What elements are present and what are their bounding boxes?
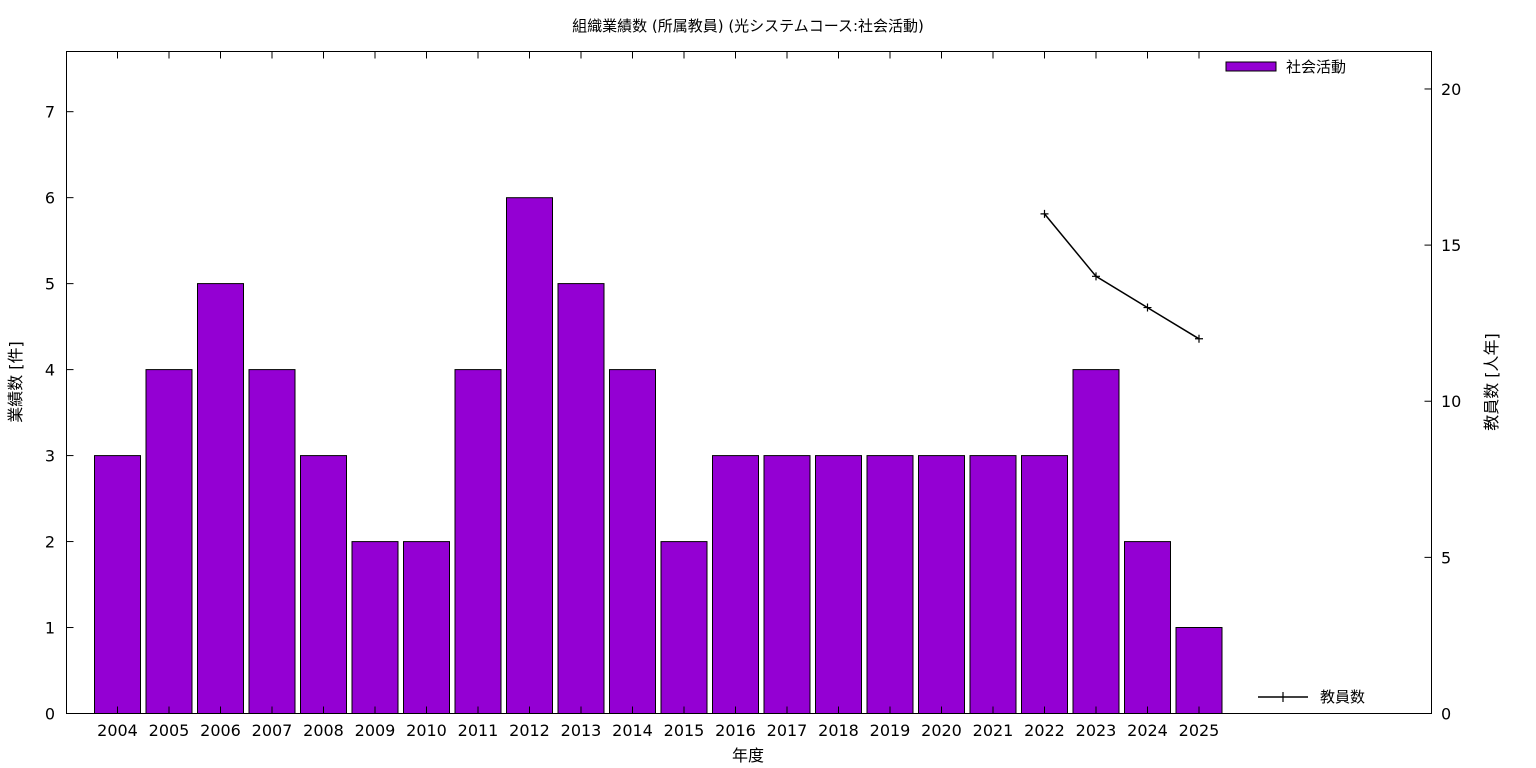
bar-2006 xyxy=(197,283,244,714)
x-tick-label: 2011 xyxy=(458,721,499,740)
y-axis-label: 業績数 [件] xyxy=(6,341,25,423)
y-axis-right: 0 5 10 15 20 xyxy=(1424,80,1461,724)
y-axis-left: 0 1 2 3 4 5 6 7 xyxy=(45,103,74,724)
x-tick-label: 2016 xyxy=(715,721,756,740)
y-tick-label: 5 xyxy=(45,275,55,294)
x-tick-label: 2007 xyxy=(252,721,293,740)
line-path xyxy=(1043,213,1200,340)
bar-2004 xyxy=(94,455,141,714)
bar-2008 xyxy=(300,455,347,714)
bar-2020 xyxy=(918,455,965,714)
y-tick-label: 4 xyxy=(45,361,55,380)
bar-2019 xyxy=(866,455,914,714)
x-tick-label: 2010 xyxy=(406,721,447,740)
line-point xyxy=(1092,272,1100,281)
bar-2023 xyxy=(1072,369,1120,714)
x-tick-label: 2022 xyxy=(1024,721,1065,740)
y-tick-label: 0 xyxy=(45,705,55,724)
bar-2014 xyxy=(609,369,656,714)
legend-bar-swatch xyxy=(1225,61,1277,72)
legend-line-label: 教員数 xyxy=(1320,688,1365,706)
bar-2005 xyxy=(145,369,193,714)
line-point xyxy=(1040,209,1049,218)
y-tick-label: 6 xyxy=(45,189,55,208)
plot-frame xyxy=(66,51,1432,714)
y2-tick-label: 10 xyxy=(1441,392,1461,411)
x-tick-label: 2014 xyxy=(612,721,653,740)
x-tick-label: 2015 xyxy=(664,721,705,740)
x-tick-label: 2006 xyxy=(200,721,241,740)
bar-2021 xyxy=(969,455,1017,714)
plot-area xyxy=(66,51,1432,714)
y-tick-label: 2 xyxy=(45,533,55,552)
bar-2025 xyxy=(1175,627,1223,714)
x-tick-label: 2013 xyxy=(561,721,602,740)
bar-series xyxy=(94,197,1223,714)
x-tick-label: 2021 xyxy=(973,721,1014,740)
bar-2016 xyxy=(712,455,759,714)
legend-line: 教員数 xyxy=(1258,688,1365,706)
bar-2007 xyxy=(248,369,296,714)
legend-bar-label: 社会活動 xyxy=(1286,58,1346,76)
bar-2024 xyxy=(1124,541,1171,714)
x-tick-label: 2018 xyxy=(818,721,859,740)
line-series xyxy=(1040,209,1203,343)
y2-tick-label: 0 xyxy=(1441,705,1451,724)
bar-2011 xyxy=(454,369,502,714)
x-tick-label: 2020 xyxy=(921,721,962,740)
x-tick-label: 2008 xyxy=(303,721,344,740)
bar-2010 xyxy=(403,541,450,714)
x-tick-label: 2012 xyxy=(509,721,550,740)
x-axis: 2004 2005 2006 2007 2008 2009 2010 2011 2012 2013… xyxy=(97,51,1220,740)
line-point xyxy=(1143,303,1152,312)
line-point xyxy=(1195,334,1203,343)
y2-tick-label: 5 xyxy=(1441,548,1451,567)
bar-2009 xyxy=(351,541,399,714)
x-tick-label: 2024 xyxy=(1127,721,1168,740)
bar-2018 xyxy=(815,455,862,714)
x-tick-label: 2004 xyxy=(97,721,138,740)
x-tick-label: 2025 xyxy=(1179,721,1220,740)
y-tick-label: 7 xyxy=(45,103,55,122)
y-tick-label: 3 xyxy=(45,447,55,466)
x-tick-label: 2017 xyxy=(767,721,808,740)
x-tick-label: 2023 xyxy=(1076,721,1117,740)
x-axis-label: 年度 xyxy=(732,746,764,765)
bar-2013 xyxy=(557,283,605,714)
x-tick-label: 2009 xyxy=(355,721,396,740)
y2-tick-label: 15 xyxy=(1441,236,1461,255)
y2-axis-label: 教員数 [人年] xyxy=(1482,333,1501,431)
bar-2017 xyxy=(763,455,811,714)
bar-2022 xyxy=(1021,455,1068,714)
bar-2015 xyxy=(660,541,708,714)
y2-tick-label: 20 xyxy=(1441,80,1461,99)
y-tick-label: 1 xyxy=(45,619,55,638)
x-tick-label: 2019 xyxy=(870,721,911,740)
x-tick-label: 2005 xyxy=(149,721,190,740)
chart-title: 組織業績数 (所属教員) (光システムコース:社会活動) xyxy=(572,17,924,35)
legend-bar: 社会活動 xyxy=(1225,58,1346,76)
bar-2012 xyxy=(506,197,553,714)
